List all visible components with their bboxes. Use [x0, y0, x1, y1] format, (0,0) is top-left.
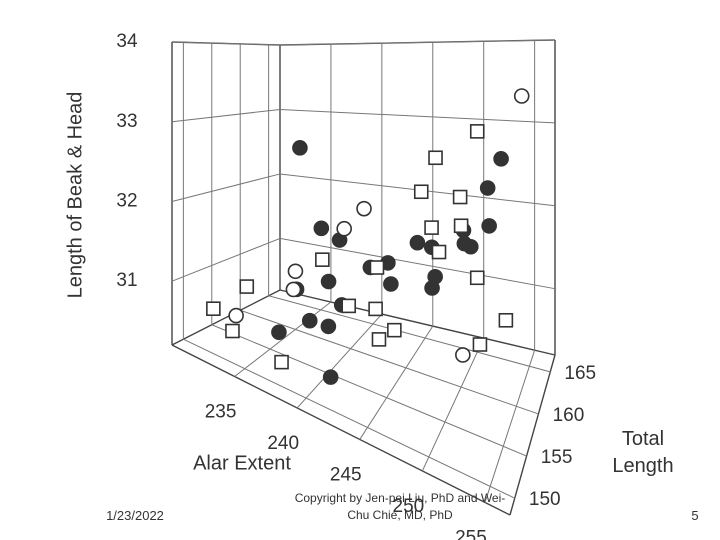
date: 1/23/2022 — [106, 508, 164, 523]
box-edge — [171, 289, 281, 346]
point — [356, 200, 372, 217]
point — [424, 280, 440, 296]
box-edge — [171, 344, 511, 516]
grid-line — [279, 108, 556, 124]
box-edge — [279, 289, 556, 356]
y-tick-label: 165 — [564, 363, 596, 384]
point — [424, 220, 439, 235]
copyright: Copyright by Jen-pei Liu, PhD and Wei-Ch… — [294, 491, 506, 522]
point — [472, 337, 488, 352]
point — [322, 369, 339, 385]
point — [315, 252, 330, 267]
grid-line — [183, 338, 515, 499]
point — [383, 276, 399, 292]
point — [456, 235, 473, 252]
point — [320, 318, 337, 335]
point — [274, 354, 289, 370]
point — [513, 88, 530, 104]
point — [228, 307, 244, 324]
x-tick-label: 245 — [330, 464, 362, 485]
point — [387, 322, 402, 338]
grid-line — [359, 325, 434, 440]
point — [368, 301, 383, 317]
point — [287, 263, 304, 280]
grid-line — [421, 337, 485, 472]
point — [428, 150, 443, 166]
point — [481, 218, 497, 234]
grid-line — [171, 41, 281, 46]
grid-line — [296, 313, 383, 409]
point — [336, 220, 352, 237]
point — [341, 298, 357, 314]
point — [469, 270, 485, 286]
point — [409, 234, 426, 251]
point — [301, 312, 318, 329]
point — [493, 151, 509, 167]
z-tick-label: 31 — [116, 270, 137, 291]
x-tick-label: 235 — [205, 401, 237, 422]
page-number: 5 — [691, 508, 699, 523]
x-axis-label: Alar Extent — [193, 452, 291, 474]
point — [206, 301, 221, 316]
grid-line — [240, 309, 539, 415]
z-tick-label: 34 — [116, 31, 138, 52]
y-axis-label: Total Length — [612, 428, 674, 477]
point — [455, 347, 471, 363]
point — [431, 244, 447, 260]
grid-line — [484, 350, 536, 503]
grid-line — [171, 108, 281, 123]
point — [369, 260, 385, 275]
grid-line — [234, 301, 332, 377]
point — [285, 281, 302, 298]
z-axis-label: Length of Beak & Head — [64, 92, 86, 299]
point — [371, 332, 387, 347]
point — [453, 218, 469, 234]
point — [479, 180, 496, 196]
y-tick-label: 155 — [541, 447, 573, 468]
y-tick-label: 150 — [529, 489, 561, 510]
grid-line — [171, 173, 281, 202]
x-tick-label: 240 — [267, 433, 299, 454]
point — [313, 220, 330, 237]
point — [452, 189, 468, 205]
grid-line — [279, 237, 556, 290]
box-edge — [509, 354, 556, 516]
point — [413, 184, 429, 200]
grid-line — [279, 39, 556, 46]
grid-line — [268, 295, 551, 373]
point — [239, 279, 255, 294]
point — [271, 324, 287, 341]
x-tick-label: 250 — [393, 496, 425, 517]
point — [320, 273, 337, 290]
point — [292, 140, 308, 156]
point — [225, 323, 240, 339]
z-tick-label: 32 — [116, 190, 137, 211]
grid-line — [211, 324, 527, 457]
z-tick-label: 33 — [116, 111, 137, 132]
x-tick-label: 255 — [455, 527, 487, 540]
point — [469, 124, 485, 139]
point — [498, 312, 514, 328]
y-tick-label: 160 — [553, 405, 585, 426]
grid-line — [171, 237, 281, 282]
